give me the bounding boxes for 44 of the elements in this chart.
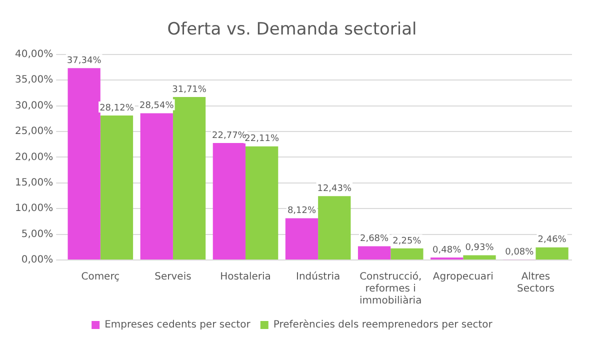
data-label: 0,48% <box>432 245 462 256</box>
bar <box>140 113 173 260</box>
y-tick-label: 25,00% <box>14 126 54 138</box>
y-tick-label: 30,00% <box>14 100 54 112</box>
data-label: 28,12% <box>100 103 134 114</box>
data-label: 0,93% <box>465 243 494 254</box>
legend-label: Empreses cedents per sector <box>104 320 252 331</box>
x-tick-label: Comerç <box>81 272 120 283</box>
bar <box>100 115 134 260</box>
data-label: 2,46% <box>538 235 567 246</box>
y-tick-label: 10,00% <box>14 203 54 214</box>
bar <box>212 142 246 260</box>
data-label: 2,25% <box>392 236 422 246</box>
x-tick-label: Serveis <box>154 272 192 283</box>
bar <box>536 247 568 260</box>
data-label: 8,12% <box>287 206 316 216</box>
bar <box>246 146 278 260</box>
y-tick-label: 35,00% <box>14 74 54 86</box>
x-tick-label: Agropecuari <box>432 272 494 283</box>
data-label: 0,08% <box>505 247 534 258</box>
y-tick-label: 5,00% <box>21 228 54 240</box>
legend-label: Preferències dels reemprenedors per sector <box>273 320 494 331</box>
bar <box>285 218 318 260</box>
bar <box>172 97 206 260</box>
data-label: 22,11% <box>244 134 280 144</box>
bar <box>390 248 424 260</box>
data-label: 37,34% <box>66 56 102 66</box>
x-tick-label: Construcció, reformes i immobiliària <box>360 272 422 307</box>
x-tick-label: Indústria <box>296 272 340 283</box>
x-tick-label: Hostaleria <box>220 272 271 283</box>
x-tick-label: Altres Sectors <box>517 272 554 295</box>
data-label: 12,43% <box>317 184 352 194</box>
bar <box>318 196 351 260</box>
data-label: 28,54% <box>139 101 174 112</box>
bar <box>68 68 100 260</box>
data-label: 31,71% <box>172 84 207 95</box>
y-tick-label: 40,00% <box>14 48 54 60</box>
chart-title: Oferta vs. Demanda sectorial <box>167 20 417 40</box>
y-tick-label: 0,00% <box>21 254 54 266</box>
y-tick-label: 20,00% <box>14 152 54 163</box>
y-tick-label: 15,00% <box>14 177 54 188</box>
bar <box>463 255 496 260</box>
data-label: 2,68% <box>360 234 390 244</box>
bar <box>358 246 391 260</box>
